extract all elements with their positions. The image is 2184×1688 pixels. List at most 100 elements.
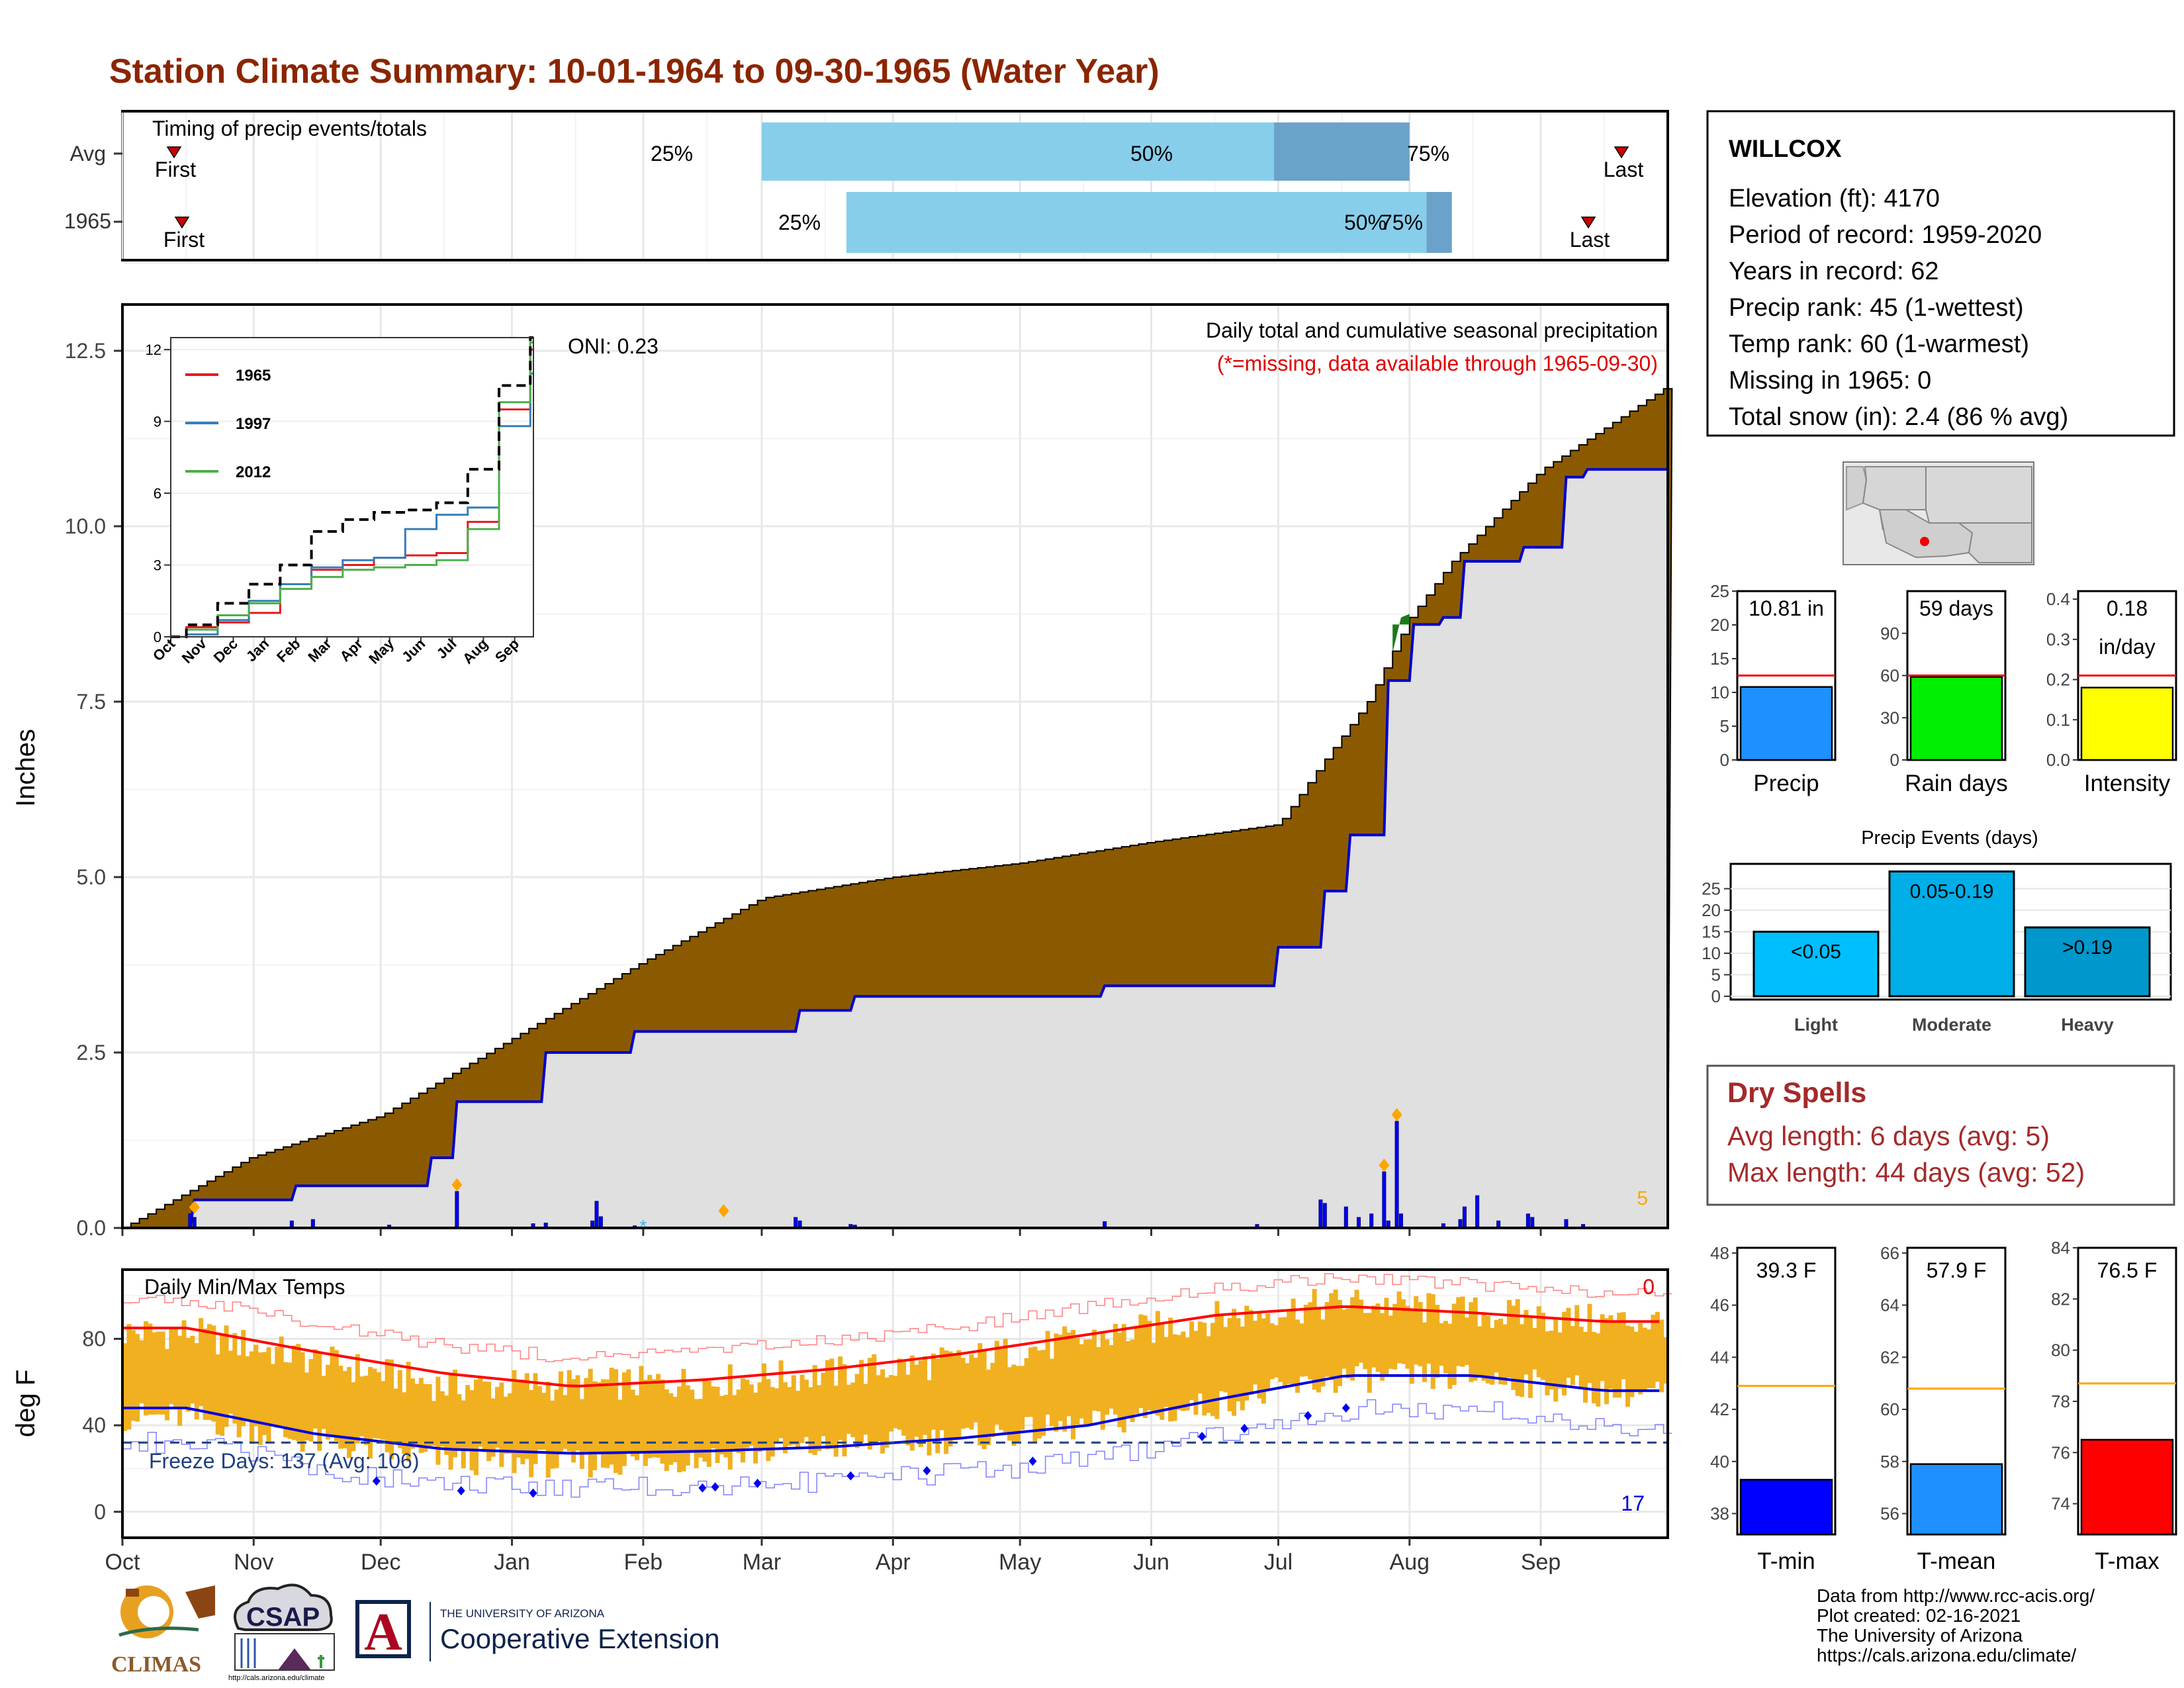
temp-mini-tick: 44 [1710,1347,1729,1367]
daily-temp-bar [1363,1313,1368,1370]
daily-temp-bar [1223,1327,1228,1393]
daily-temp-bar [533,1373,538,1464]
csap-logo: CSAP http://cals.arizona.edu/climate [228,1583,335,1682]
inset-series-line [171,341,533,638]
daily-temp-bar [363,1376,369,1445]
daily-temp-bar [1498,1319,1504,1385]
daily-temp-bar [931,1353,936,1430]
daily-temp-bar [939,1347,944,1430]
temp-mini-tick: 64 [1880,1295,1899,1315]
missing-marker: * [639,1216,647,1237]
daily-temp-bar [1663,1337,1668,1384]
daily-temp-bar [821,1372,826,1436]
daily-precip-bar [594,1201,599,1229]
daily-temp-bar [1621,1312,1626,1380]
daily-temp-bar [588,1368,593,1477]
daily-temp-bar [1515,1299,1520,1396]
avg-max-line [122,1305,1660,1387]
daily-temp-bar [1570,1326,1575,1385]
y-tick-label: 7.5 [77,690,106,714]
daily-temp-bar [334,1350,339,1441]
mini-chart-label: Intensity [2084,771,2171,796]
y1965-p25-label: 25% [778,211,821,234]
daily-temp-bar [1371,1305,1377,1368]
mini-chart-tick: 0.1 [2046,710,2070,729]
daily-temp-bar [1282,1317,1287,1388]
daily-temp-bar [1608,1315,1614,1389]
mini-chart-bar [1739,686,1833,761]
record-low-marker [1028,1456,1037,1466]
daily-temp-bar [923,1356,928,1435]
daily-temp-bar [1240,1327,1245,1411]
daily-temp-bar [130,1330,136,1421]
temp-y-tick: 0 [94,1500,106,1524]
daily-temp-bar [1062,1326,1068,1432]
daily-temp-bar [1041,1350,1046,1436]
daily-temp-bar [952,1353,957,1440]
temp-mini-bar [2080,1438,2174,1536]
temp-mini-tick: 74 [2051,1494,2070,1514]
daily-temp-bar [432,1401,436,1446]
daily-temp-bar [1096,1346,1101,1412]
daily-temp-bar [148,1323,153,1415]
daily-precip-bar [1525,1213,1530,1229]
csap-wordmark: CSAP [246,1603,320,1632]
daily-temp-bar [1181,1331,1186,1411]
daily-temp-bar [732,1395,737,1450]
daily-temp-bar [1236,1318,1241,1402]
daily-temp-bar [715,1386,720,1464]
credit-line-3: The University of Arizona [1817,1625,2023,1646]
daily-temp-bar [537,1386,542,1450]
record-low-marker [372,1476,381,1486]
events-y-tick: 25 [1702,879,1721,899]
mini-chart-value: 10.81 in [1749,596,1824,620]
record-low-marker [1342,1403,1350,1413]
daily-temp-bar [1629,1327,1635,1397]
avg-iqr-bar-high [1274,122,1410,181]
station-info-line: Years in record: 62 [1729,258,1939,285]
temp-panel-label: Daily Min/Max Temps [144,1275,345,1299]
daily-temp-bar [994,1340,999,1425]
daily-temp-bar [803,1380,809,1437]
daily-temp-bar [706,1381,711,1468]
daily-temp-bar [355,1354,360,1444]
inset-series-line [171,372,533,638]
daily-temp-bar [435,1376,441,1465]
daily-temp-bar [461,1400,466,1468]
daily-temp-bar [486,1382,492,1462]
daily-temp-bar [609,1368,614,1465]
daily-temp-bar [1638,1323,1643,1395]
station-location-dot [1920,537,1929,546]
daily-temp-bar [880,1369,886,1454]
daily-temp-bar [833,1385,839,1457]
daily-temp-bar [427,1384,432,1449]
daily-temp-bar [308,1359,314,1442]
daily-temp-bar [1345,1308,1351,1379]
y1965-p75-label: 75% [1381,211,1423,234]
page-title: Station Climate Summary: 10-01-1964 to 0… [109,52,1160,91]
inches-axis-label: Inches [11,729,40,807]
daily-temp-bar [1350,1297,1355,1381]
daily-temp-bar [1333,1289,1338,1393]
daily-temp-bar [1105,1339,1110,1415]
daily-temp-bar [512,1370,517,1474]
daily-temp-bar [1485,1315,1490,1383]
events-bar-label: >0.19 [2062,937,2113,959]
daily-temp-bar [203,1329,208,1420]
month-axis-label: Aug [1390,1550,1430,1575]
daily-temp-bar [563,1395,568,1449]
daily-temp-bar [494,1387,500,1448]
daily-max-marker [1379,1158,1390,1172]
daily-temp-bar [312,1349,318,1429]
daily-precip-bar [188,1213,193,1229]
daily-temp-bar [1405,1305,1410,1369]
daily-temp-bar [1375,1303,1381,1372]
daily-temp-bar [567,1370,572,1452]
daily-temp-bar [1312,1289,1317,1390]
station-info-line: Elevation (ft): 4170 [1729,185,1940,212]
daily-temp-bar [1295,1319,1300,1393]
temp-mini-tick: 58 [1880,1452,1899,1472]
daily-temp-bar [1414,1296,1419,1365]
cold-count-label: 17 [1621,1491,1645,1515]
